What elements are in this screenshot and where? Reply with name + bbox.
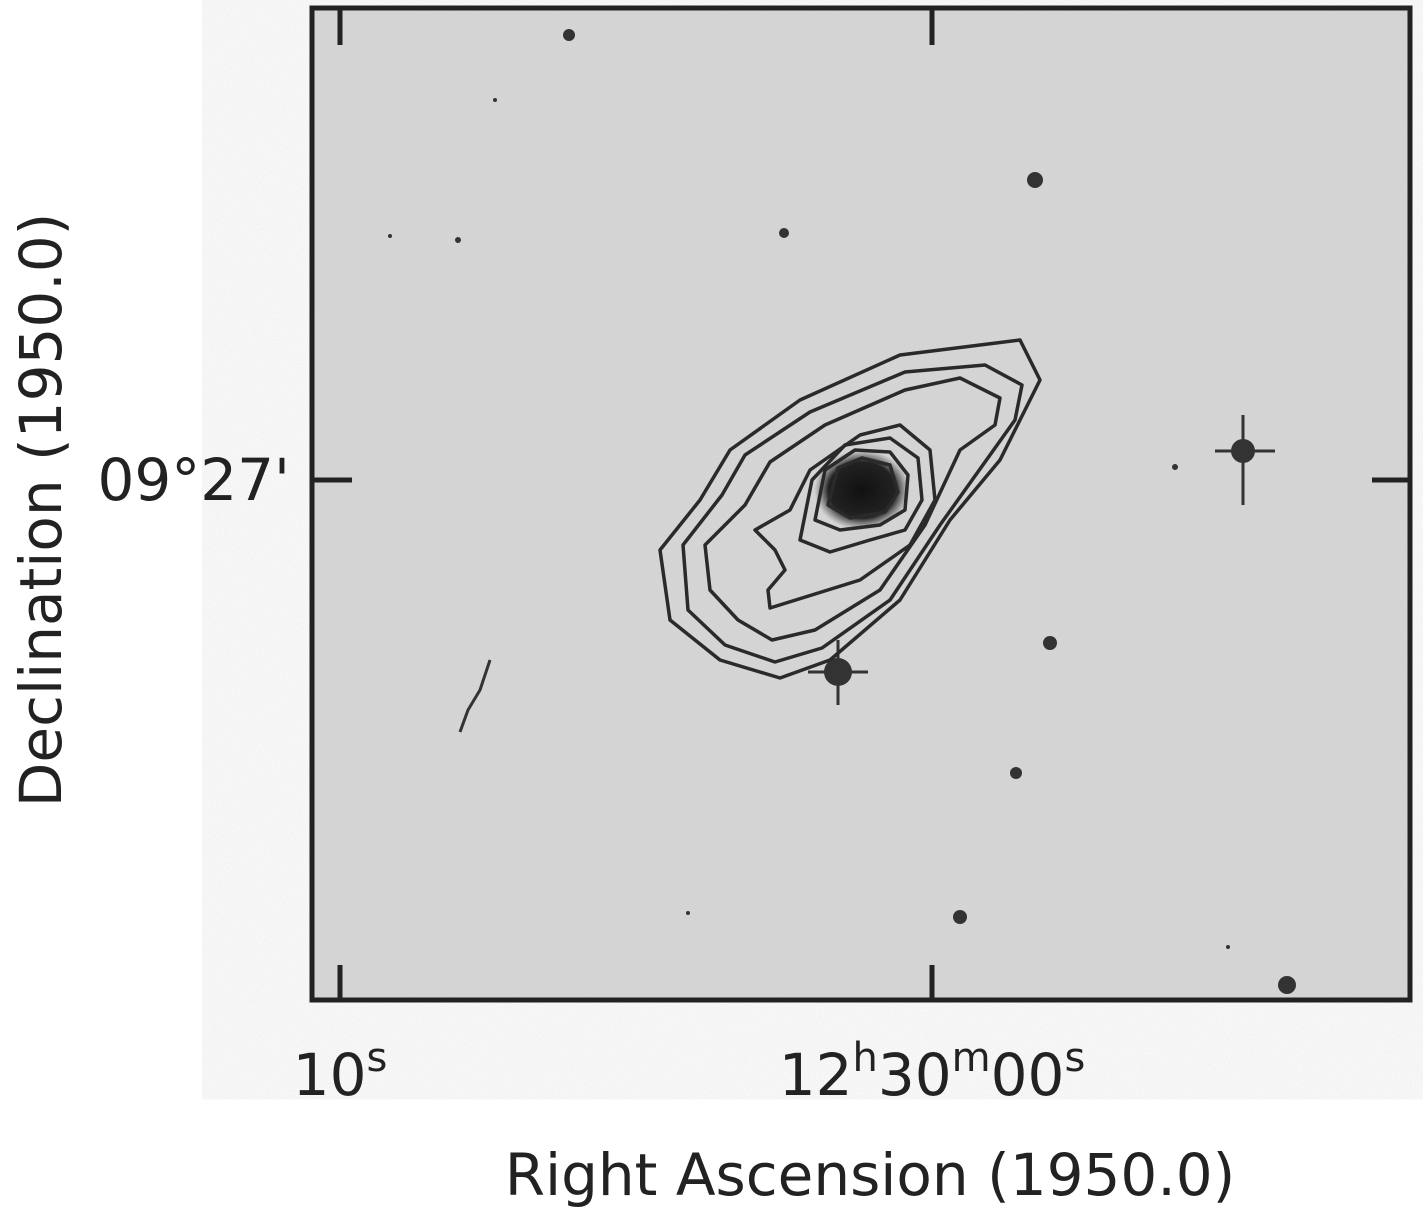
superscript: s <box>366 1035 387 1081</box>
x-tick-label: 12h30m00s <box>779 1035 1086 1109</box>
superscript: h <box>853 1035 878 1081</box>
frame <box>309 5 1413 1003</box>
image <box>312 8 1410 1000</box>
tick-text: 30 <box>878 1041 952 1109</box>
y-tick-label: 09°27' <box>97 446 290 514</box>
superscript: s <box>1064 1035 1085 1081</box>
tick-marks <box>312 8 1410 1000</box>
x-axis-label: Right Ascension (1950.0) <box>505 1141 1236 1209</box>
tick-text: 09°27' <box>97 446 290 514</box>
superscript: m <box>952 1035 991 1081</box>
contours <box>658 338 1042 680</box>
x-tick-label: 10s <box>293 1035 388 1109</box>
tick-text: 12 <box>779 1041 853 1109</box>
tick-text: 10 <box>293 1041 367 1109</box>
y-axis-label: Declination (1950.0) <box>7 213 75 808</box>
tick-text: 00 <box>991 1041 1065 1109</box>
